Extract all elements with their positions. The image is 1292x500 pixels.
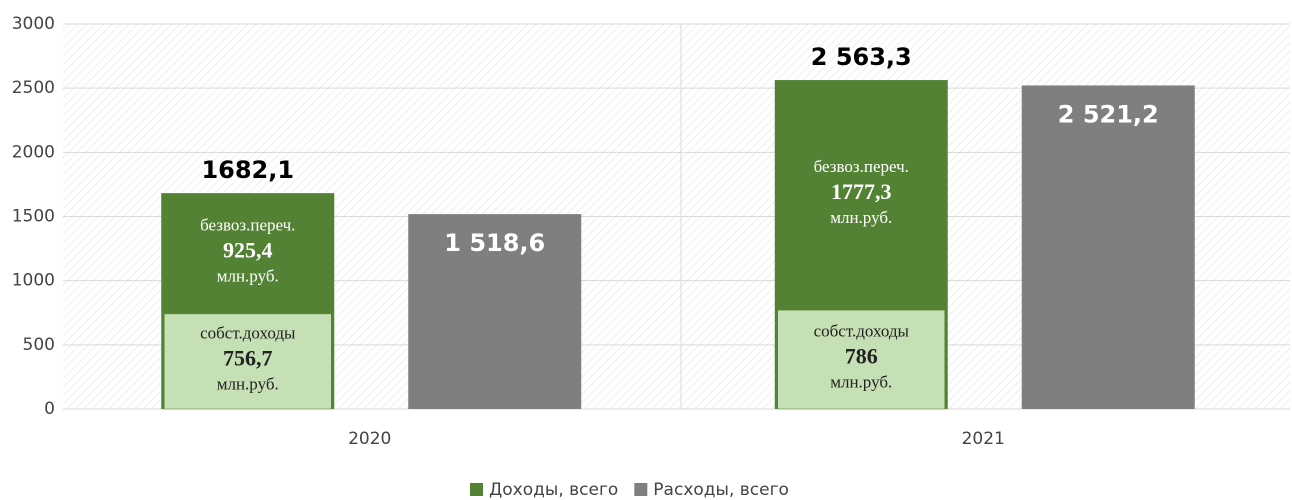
segment-unit: млн.руб. (217, 374, 279, 393)
y-tick-label: 1500 (12, 207, 55, 227)
segment-value-label: 1777,3 (831, 179, 892, 204)
y-tick-label: 2000 (12, 142, 55, 162)
legend-swatch (470, 483, 483, 496)
segment-unit: млн.руб. (830, 208, 892, 227)
value-label: 2 563,3 (811, 43, 912, 71)
bar-segment (777, 81, 945, 309)
segment-name: собст.доходы (814, 321, 910, 340)
y-tick-label: 500 (23, 335, 55, 355)
value-label: 1682,1 (201, 156, 294, 184)
legend-swatch (634, 483, 648, 496)
segment-name: собст.доходы (200, 323, 296, 342)
x-tick-label: 2021 (962, 429, 1005, 449)
segment-unit: млн.руб. (830, 372, 892, 391)
y-tick-label: 3000 (12, 14, 55, 34)
bar (408, 214, 582, 409)
y-tick-label: 0 (44, 399, 55, 419)
segment-unit: млн.руб. (217, 266, 279, 285)
segment-value-label: 786 (845, 344, 878, 369)
bar-segment (777, 309, 945, 410)
value-label: 1 518,6 (444, 229, 545, 257)
value-label: 2 521,2 (1058, 100, 1159, 128)
bar-segment (164, 194, 332, 313)
y-tick-label: 2500 (12, 78, 55, 98)
segment-name: безвоз.переч. (814, 157, 909, 176)
y-tick-label: 1000 (12, 271, 55, 291)
bar (1021, 85, 1195, 410)
bar-segment (164, 313, 332, 410)
legend-label: Расходы, всего (653, 480, 789, 500)
x-tick-label: 2020 (348, 429, 391, 449)
legend-label: Доходы, всего (489, 480, 618, 500)
segment-name: безвоз.переч. (200, 215, 295, 234)
segment-value-label: 756,7 (223, 345, 273, 370)
segment-value-label: 925,4 (223, 238, 273, 263)
